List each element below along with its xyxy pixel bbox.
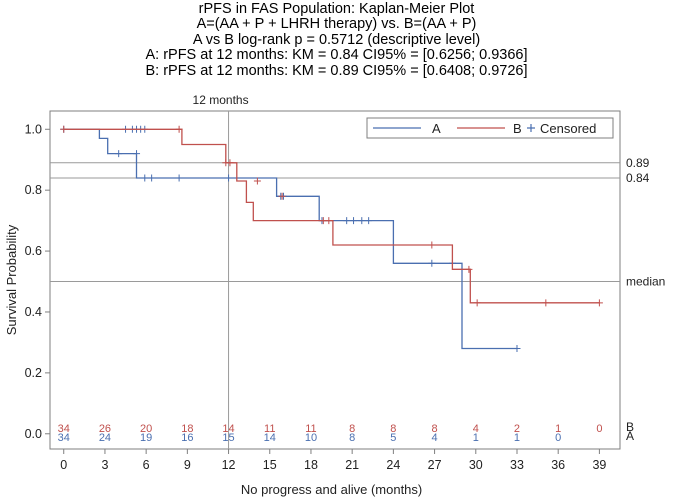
censor-mark-b-3 <box>226 159 234 167</box>
at-risk-b-27: 8 <box>432 423 438 435</box>
censor-mark-a-11 <box>225 174 233 182</box>
y-tick-label-1: 0.2 <box>25 366 42 380</box>
at-risk-a-0: 34 <box>58 432 70 444</box>
censor-mark-b-12 <box>595 299 603 307</box>
censor-mark-a-21 <box>513 345 521 353</box>
censor-mark-a-6 <box>115 150 123 158</box>
censor-mark-a-7 <box>133 150 141 158</box>
at-risk-b-3: 26 <box>99 423 111 435</box>
legend-label-b: B <box>513 121 522 136</box>
at-risk-a-27: 4 <box>432 432 438 444</box>
y-axis-label: Survival Probability <box>4 224 19 335</box>
censor-mark-a-10 <box>175 174 183 182</box>
x-tick-label-24: 24 <box>386 458 400 472</box>
censor-mark-a-16 <box>350 217 358 225</box>
x-tick-label-27: 27 <box>428 458 442 472</box>
censor-mark-a-8 <box>141 174 149 182</box>
at-risk-b-12: 14 <box>222 423 234 435</box>
legend-censor-marker <box>527 124 535 132</box>
censor-mark-b-11 <box>542 299 550 307</box>
at-risk-b-21: 8 <box>349 423 355 435</box>
at-risk-a-6: 19 <box>140 432 152 444</box>
survival-curves <box>60 125 603 353</box>
at-risk-b-15: 11 <box>264 423 275 435</box>
censor-mark-b-8 <box>428 241 436 249</box>
at-risk-b-24: 8 <box>390 423 396 435</box>
x-tick-label-12: 12 <box>222 458 236 472</box>
at-risk-b-9: 18 <box>181 423 193 435</box>
x-tick-label-6: 6 <box>143 458 150 472</box>
chart-subtitle-km-b: B: rPFS at 12 months: KM = 0.89 CI95% = … <box>145 62 528 79</box>
reference-lines: 12 months 0.890.84 median <box>50 93 665 449</box>
legend-label-a: A <box>432 121 441 136</box>
at-risk-a-36: 0 <box>555 432 561 444</box>
x-tick-label-0: 0 <box>60 458 67 472</box>
series-a-curve <box>63 128 517 350</box>
at-risk-a-9: 16 <box>181 432 193 444</box>
at-risk-b-0: 34 <box>58 423 70 435</box>
at-risk-a-33: 1 <box>514 432 520 444</box>
at-risk-b-33: 2 <box>514 423 520 435</box>
at-risk-a-18: 10 <box>305 432 317 444</box>
x-tick-label-33: 33 <box>510 458 524 472</box>
censor-mark-a-9 <box>148 174 156 182</box>
x-tick-label-21: 21 <box>345 458 359 472</box>
x-axis-label: No progress and alive (months) <box>241 482 422 497</box>
chart-title-block: rPFS in FAS Population: Kaplan-Meier Plo… <box>0 1 673 79</box>
legend: A B Censored <box>366 117 614 139</box>
x-tick-label-9: 9 <box>184 458 191 472</box>
ref-label-h-2: median <box>626 275 665 289</box>
at-risk-b-30: 4 <box>473 423 479 435</box>
censor-mark-b-10 <box>473 299 481 307</box>
chart-title: rPFS in FAS Population: Kaplan-Meier Plo… <box>198 1 475 17</box>
chart-subtitle-groups: A=(AA + P + LHRH therapy) vs. B=(AA + P) <box>196 16 477 33</box>
censor-mark-a-17 <box>358 217 366 225</box>
censor-mark-b-7 <box>325 217 333 225</box>
censor-mark-b-4 <box>253 177 261 185</box>
axes: 0.00.20.40.60.81.00 3 6 9 12 15 18 21 24 27 30 33 36… <box>4 122 606 497</box>
x-tick-label-18: 18 <box>304 458 318 472</box>
at-risk-b-18: 11 <box>305 423 316 435</box>
at-risk-a-3: 24 <box>99 432 111 444</box>
censor-mark-a-15 <box>343 217 351 225</box>
censor-mark-b-1 <box>175 125 183 133</box>
ref-label-h-0: 0.89 <box>626 156 650 170</box>
at-risk-a-21: 8 <box>349 432 355 444</box>
at-risk-row-label-b: B <box>626 420 634 434</box>
at-risk-a-12: 15 <box>222 432 234 444</box>
censor-mark-b-9 <box>465 265 473 273</box>
at-risk-b-6: 20 <box>140 423 152 435</box>
censor-mark-b-5 <box>278 192 286 200</box>
ref-label-12-months: 12 months <box>193 93 249 107</box>
at-risk-a-15: 14 <box>264 432 276 444</box>
at-risk-table: 34 26 20 18 14 11 11 8 8 8 4 2 1 034 24 19 16 15 14 10 8 5 4 1 1… <box>58 420 634 444</box>
censor-mark-b-0 <box>60 125 68 133</box>
legend-label-censored: Censored <box>540 121 596 136</box>
at-risk-b-36: 1 <box>555 423 561 435</box>
at-risk-a-24: 5 <box>390 432 396 444</box>
at-risk-a-30: 1 <box>473 432 479 444</box>
y-tick-label-5: 1.0 <box>25 122 42 136</box>
y-tick-label-2: 0.4 <box>25 305 42 319</box>
at-risk-row-label-a: A <box>626 429 634 443</box>
ref-label-h-1: 0.84 <box>626 171 650 185</box>
at-risk-b-39: 0 <box>596 423 602 435</box>
chart-subtitle-km-a: A: rPFS at 12 months: KM = 0.84 CI95% = … <box>145 47 528 64</box>
y-tick-label-4: 0.8 <box>25 183 42 197</box>
censor-mark-a-19 <box>428 259 436 267</box>
x-tick-label-30: 30 <box>469 458 483 472</box>
x-tick-label-39: 39 <box>592 458 606 472</box>
series-b-curve <box>63 128 600 304</box>
x-tick-label-36: 36 <box>551 458 565 472</box>
x-tick-label-15: 15 <box>263 458 277 472</box>
y-tick-label-0: 0.0 <box>25 427 42 441</box>
plot-frame <box>49 110 621 450</box>
chart-subtitle-logrank: A vs B log-rank p = 0.5712 (descriptive … <box>192 31 481 48</box>
x-tick-label-3: 3 <box>101 458 108 472</box>
censor-mark-a-18 <box>365 217 373 225</box>
y-tick-label-3: 0.6 <box>25 244 42 258</box>
